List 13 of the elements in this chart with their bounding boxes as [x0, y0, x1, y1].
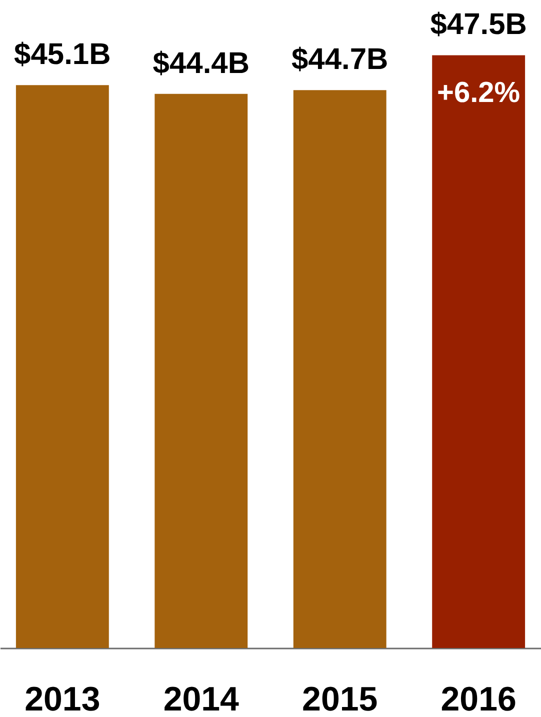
bar: [16, 85, 109, 648]
bar: [293, 90, 386, 648]
bar: [432, 55, 526, 648]
annotation: +6.2%: [437, 77, 520, 110]
x-tick-label: 2015: [302, 680, 378, 717]
x-tick-label: 2016: [440, 680, 516, 717]
data-label: $47.5B: [430, 8, 527, 42]
x-tick-label: 2013: [24, 680, 100, 717]
x-tick-label: 2014: [163, 680, 240, 717]
bar: [154, 94, 248, 648]
data-label: $44.7B: [291, 43, 388, 76]
data-label: $44.4B: [152, 46, 250, 80]
data-label: $45.1B: [14, 38, 111, 72]
